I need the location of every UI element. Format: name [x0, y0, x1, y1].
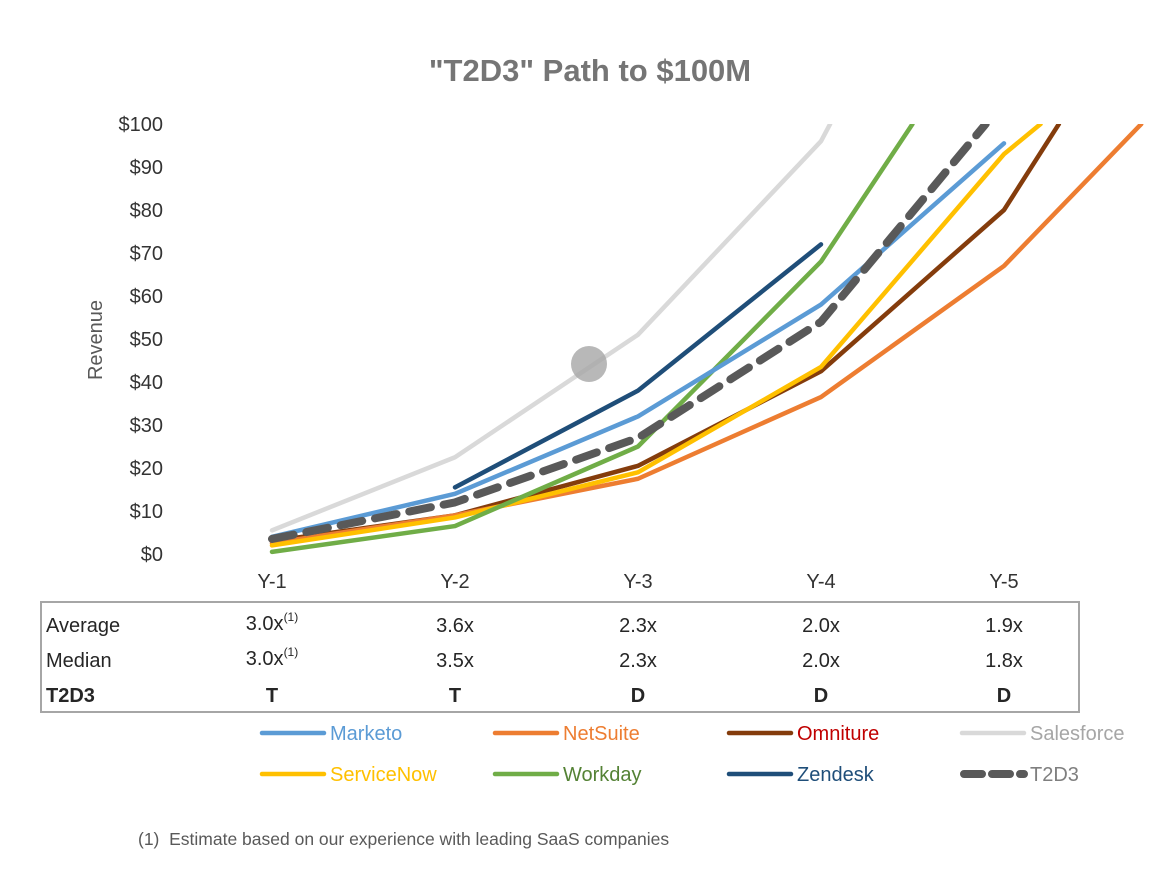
legend-item-omniture: Omniture: [726, 723, 879, 745]
legend-label-t2d3: T2D3: [1030, 764, 1079, 786]
x-tick-labels: Y-1 Y-2 Y-3 Y-4 Y-5: [257, 571, 1018, 593]
y-tick-50: $50: [130, 329, 163, 351]
y-tick-90: $90: [130, 157, 163, 179]
footnote-mark: (1): [284, 610, 299, 624]
series-line-salesforce: [269, 124, 833, 533]
table-cell-median-y-4: 2.0x: [802, 650, 840, 672]
series-line-t2d3: [268, 124, 990, 543]
legend-label-workday: Workday: [563, 764, 642, 786]
stats-table: Average 3.0x(1) 3.6x 2.3x 2.0x 1.9x Median 3.0x…: [46, 610, 1023, 707]
table-row-label-average: Average: [46, 615, 120, 637]
legend-item-zendesk: Zendesk: [726, 764, 875, 786]
y-tick-10: $10: [130, 501, 163, 523]
cursor-indicator: [571, 346, 607, 382]
series-line-workday: [269, 124, 915, 555]
series-lines: [268, 124, 1144, 555]
table-cell-t2d3-y-5: D: [997, 685, 1011, 707]
footnote-mark: (1): [284, 645, 299, 659]
stats-table-border: [40, 601, 1080, 713]
y-tick-70: $70: [130, 243, 163, 265]
y-tick-0: $0: [141, 544, 163, 566]
table-cell-median-y-1: 3.0x(1): [246, 645, 298, 670]
x-tick-y-3: Y-3: [623, 571, 652, 593]
legend: Marketo NetSuite Omniture Salesforce Service…: [259, 723, 1125, 786]
table-cell-median-y-2: 3.5x: [436, 650, 474, 672]
x-tick-y-5: Y-5: [989, 571, 1018, 593]
series-line-servicenow: [269, 124, 1043, 548]
table-cell-average-y-3: 2.3x: [619, 615, 657, 637]
legend-label-salesforce: Salesforce: [1030, 723, 1125, 745]
table-cell-average-y-1: 3.0x(1): [246, 610, 298, 635]
y-tick-40: $40: [130, 372, 163, 394]
legend-label-marketo: Marketo: [330, 723, 402, 745]
x-tick-y-1: Y-1: [257, 571, 286, 593]
table-cell-median-y-3: 2.3x: [619, 650, 657, 672]
x-tick-y-2: Y-2: [440, 571, 469, 593]
x-tick-y-4: Y-4: [806, 571, 835, 593]
legend-item-workday: Workday: [492, 764, 642, 786]
table-cell-t2d3-y-3: D: [631, 685, 645, 707]
table-cell-average-y-4: 2.0x: [802, 615, 840, 637]
legend-item-marketo: Marketo: [259, 723, 402, 745]
table-cell-average-y-2: 3.6x: [436, 615, 474, 637]
footnote: (1) Estimate based on our experience wit…: [138, 829, 669, 849]
table-row-label-median: Median: [46, 650, 112, 672]
legend-label-zendesk: Zendesk: [797, 764, 875, 786]
table-cell-average-y-5: 1.9x: [985, 615, 1023, 637]
legend-item-netsuite: NetSuite: [492, 723, 640, 745]
table-cell-t2d3-y-1: T: [266, 685, 278, 707]
y-tick-labels: $0 $10 $20 $30 $40 $50 $60 $70 $80 $90 $100: [119, 114, 164, 566]
table-cell-t2d3-y-4: D: [814, 685, 828, 707]
chart-title: "T2D3" Path to $100M: [429, 53, 751, 88]
legend-label-netsuite: NetSuite: [563, 723, 640, 745]
series-line-zendesk: [452, 242, 824, 490]
series-line-marketo: [269, 141, 1007, 540]
legend-item-servicenow: ServiceNow: [259, 764, 437, 786]
y-tick-20: $20: [130, 458, 163, 480]
y-tick-30: $30: [130, 415, 163, 437]
series-line-omniture: [269, 124, 1062, 544]
legend-item-salesforce: Salesforce: [959, 723, 1125, 745]
y-tick-60: $60: [130, 286, 163, 308]
y-tick-80: $80: [130, 200, 163, 222]
y-tick-100: $100: [119, 114, 164, 136]
table-row-label-t2d3: T2D3: [46, 685, 95, 707]
table-cell-median-y-5: 1.8x: [985, 650, 1023, 672]
legend-label-servicenow: ServiceNow: [330, 764, 437, 786]
legend-label-omniture: Omniture: [797, 723, 879, 745]
legend-item-t2d3: T2D3: [960, 764, 1079, 786]
y-axis-label: Revenue: [85, 300, 107, 380]
table-cell-t2d3-y-2: T: [449, 685, 461, 707]
